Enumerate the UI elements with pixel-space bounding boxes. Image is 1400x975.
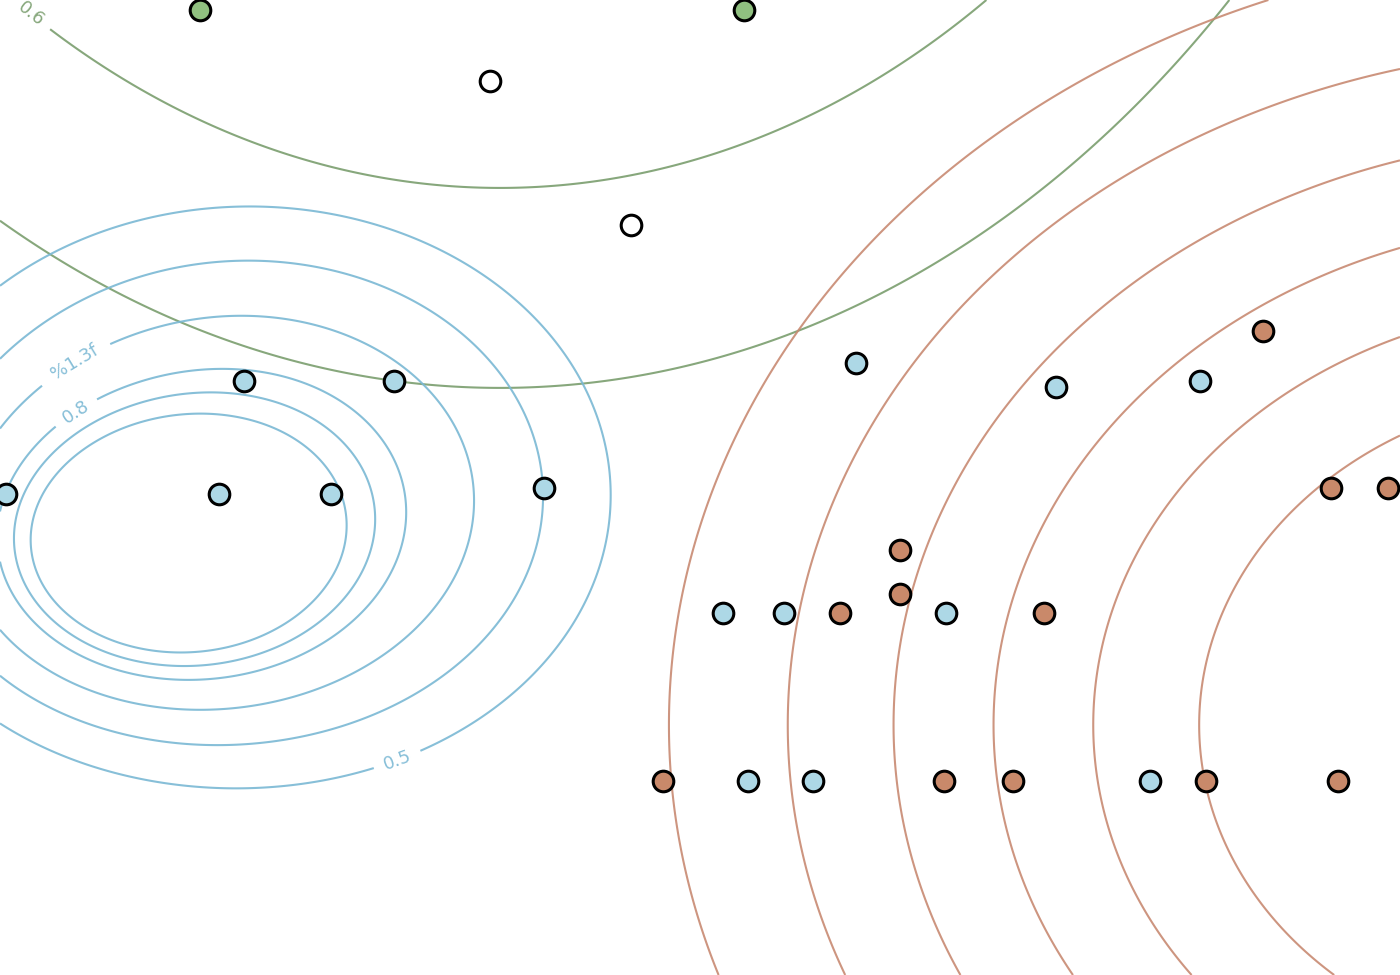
Point [846, 355, 868, 370]
Point [1326, 773, 1348, 789]
Point [801, 773, 823, 789]
Point [1196, 773, 1218, 789]
Point [773, 604, 795, 620]
Point [1189, 373, 1211, 389]
Point [1033, 604, 1056, 620]
Point [651, 773, 673, 789]
Point [1252, 324, 1274, 339]
Point [1376, 480, 1399, 495]
Point [829, 604, 851, 620]
Point [732, 2, 755, 18]
Point [0, 486, 17, 501]
Point [736, 773, 759, 789]
Point [321, 486, 343, 501]
Text: 0.6: 0.6 [14, 0, 48, 30]
Point [935, 604, 958, 620]
Point [532, 480, 554, 495]
Point [207, 486, 230, 501]
Point [1044, 379, 1067, 395]
Point [889, 586, 911, 602]
Point [1001, 773, 1023, 789]
Point [889, 542, 911, 558]
Text: %1.3f: %1.3f [48, 341, 102, 384]
Point [1138, 773, 1161, 789]
Point [932, 773, 955, 789]
Point [1320, 480, 1343, 495]
Point [620, 217, 643, 233]
Point [189, 2, 211, 18]
Point [479, 73, 501, 89]
Point [711, 604, 734, 620]
Text: 0.5: 0.5 [381, 747, 414, 773]
Point [232, 373, 255, 389]
Text: 0.8: 0.8 [59, 397, 92, 427]
Point [382, 373, 405, 389]
